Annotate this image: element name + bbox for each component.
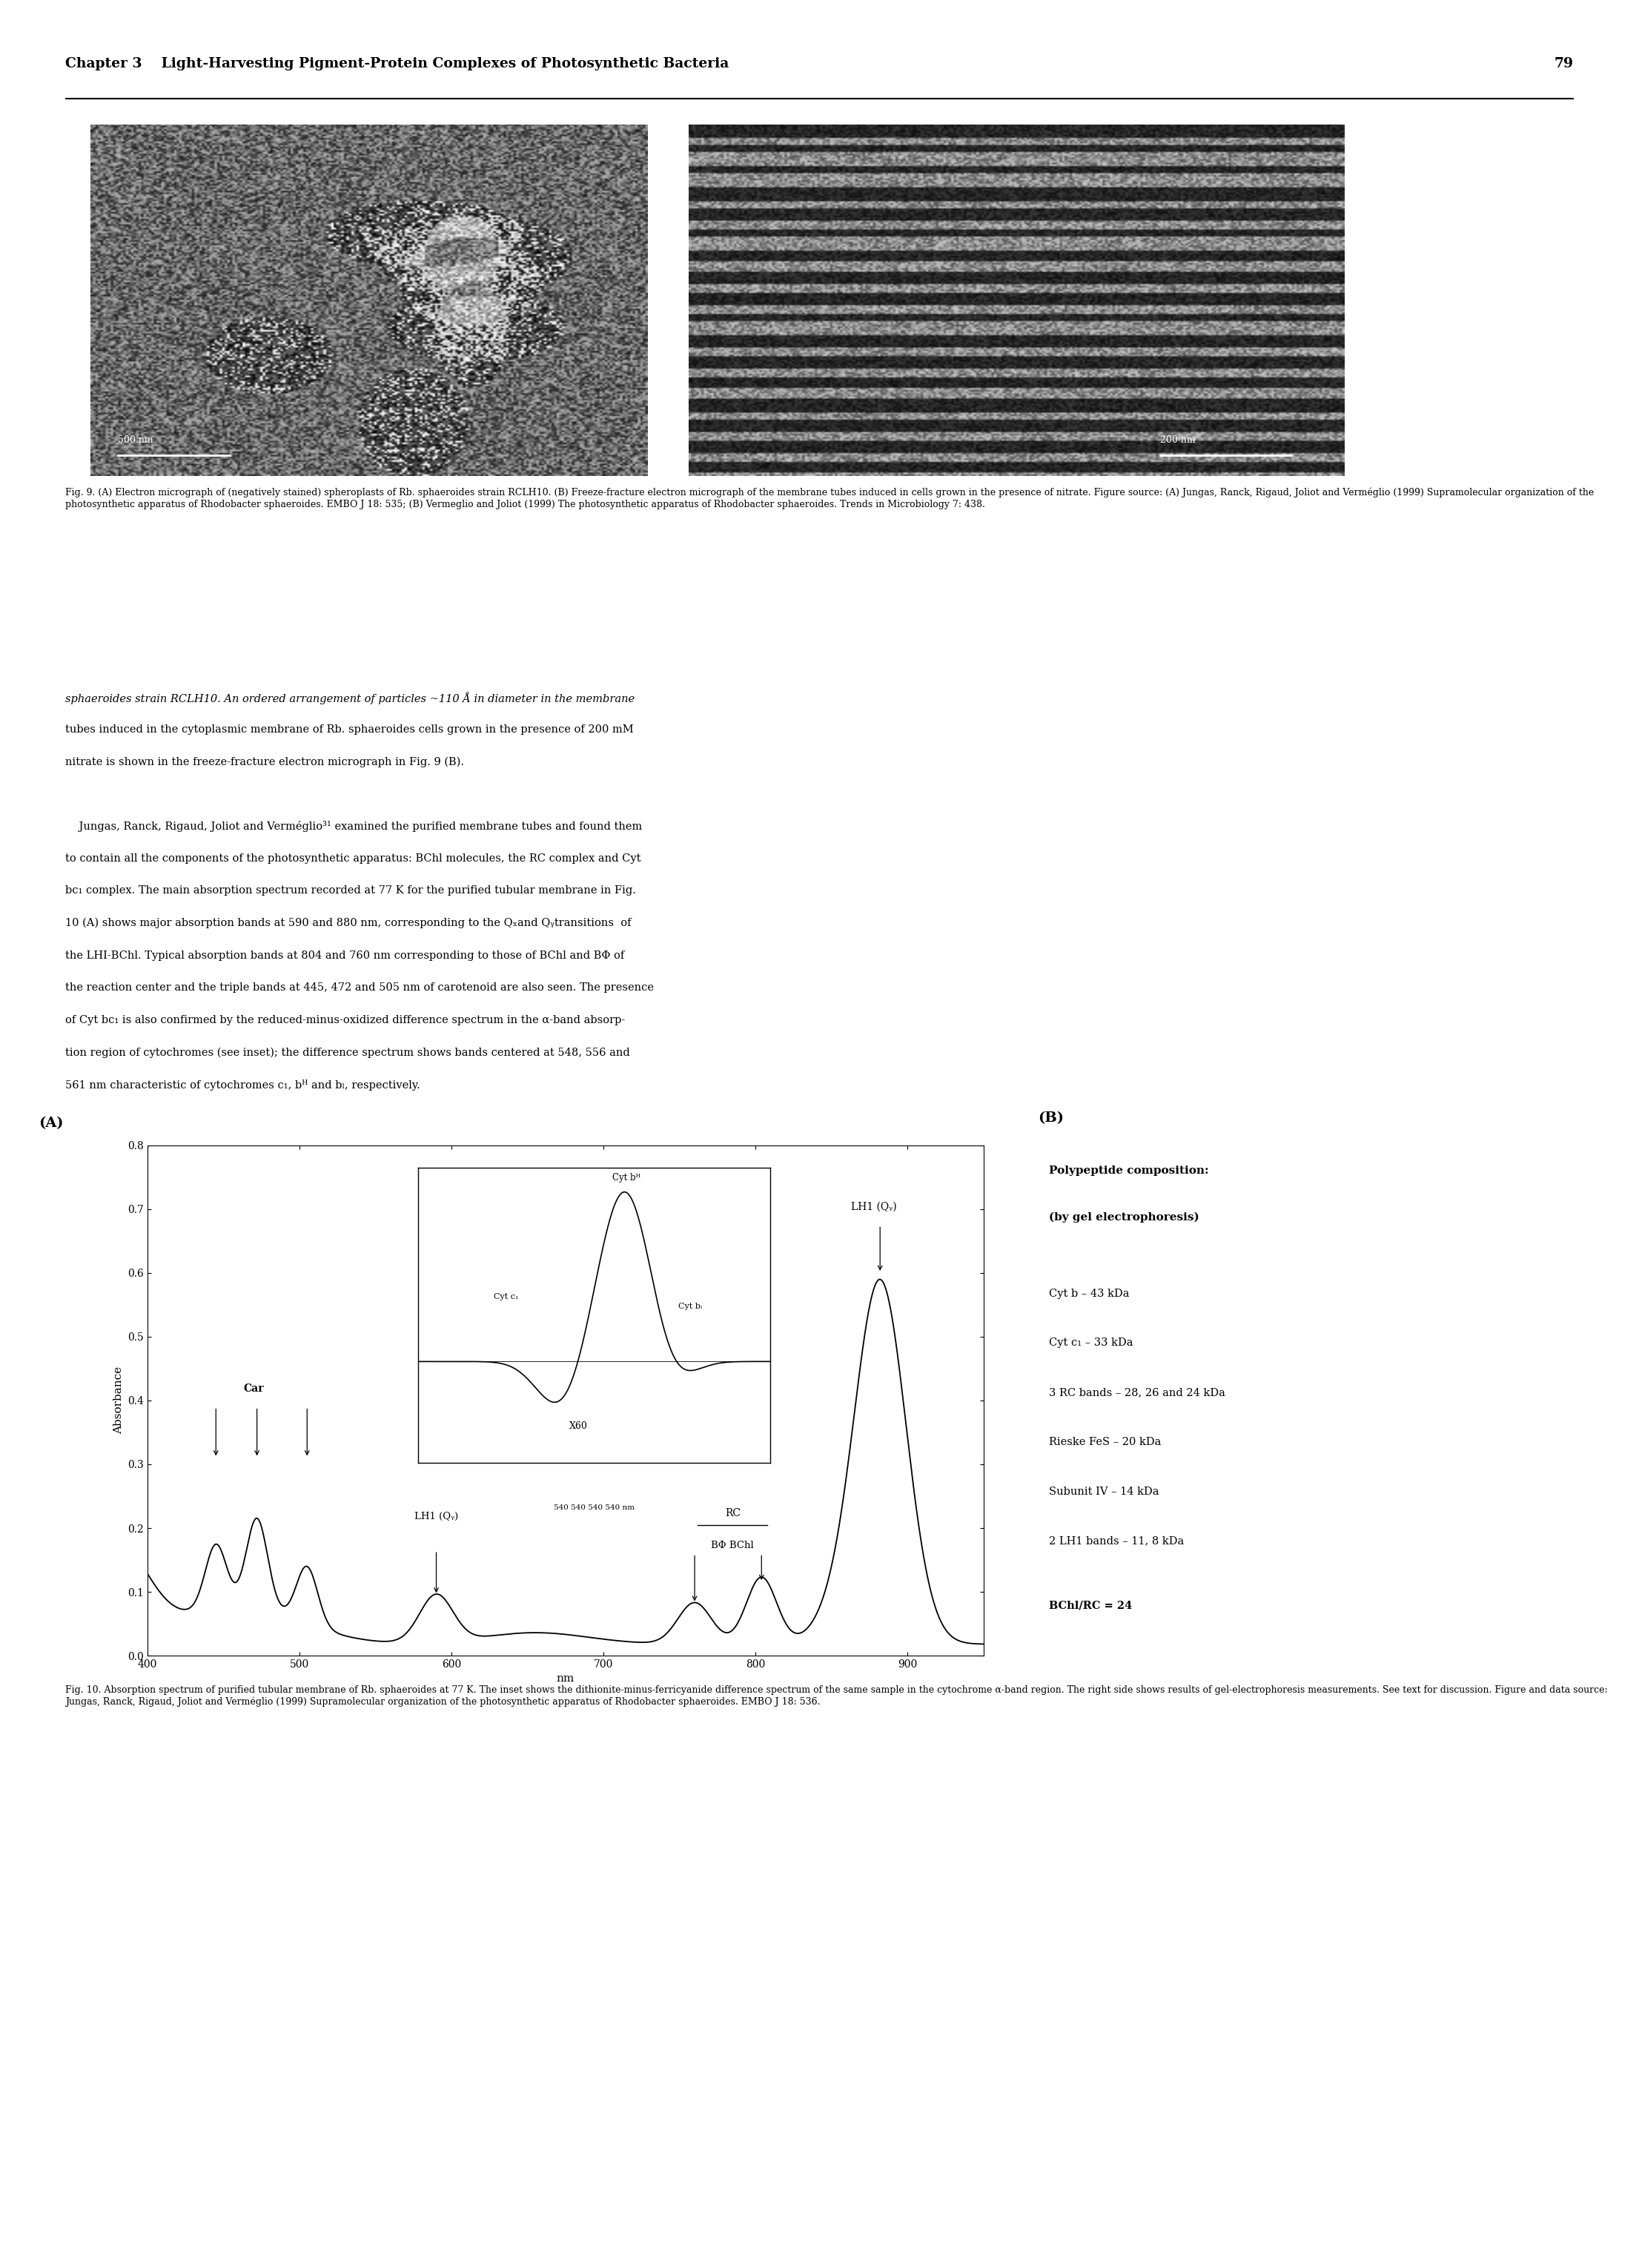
Text: LH1 (Qᵧ): LH1 (Qᵧ) bbox=[851, 1202, 897, 1213]
Y-axis label: Absorbance: Absorbance bbox=[113, 1368, 123, 1433]
Text: tion region of cytochromes (see inset); the difference spectrum shows bands cent: tion region of cytochromes (see inset); … bbox=[66, 1048, 631, 1057]
Text: BChl/RC = 24: BChl/RC = 24 bbox=[1049, 1601, 1133, 1610]
Text: Jungas, Ranck, Rigaud, Joliot and Verméglio³¹ examined the purified membrane tub: Jungas, Ranck, Rigaud, Joliot and Vermég… bbox=[66, 821, 642, 832]
Text: Subunit IV – 14 kDa: Subunit IV – 14 kDa bbox=[1049, 1486, 1159, 1497]
X-axis label: nm: nm bbox=[557, 1674, 574, 1685]
Text: the reaction center and the triple bands at 445, 472 and 505 nm of carotenoid ar: the reaction center and the triple bands… bbox=[66, 982, 654, 993]
Text: Rieske FeS – 20 kDa: Rieske FeS – 20 kDa bbox=[1049, 1436, 1160, 1447]
Text: 200 nm: 200 nm bbox=[1160, 435, 1196, 445]
Text: (B): (B) bbox=[1037, 1111, 1064, 1125]
Text: X60: X60 bbox=[569, 1422, 587, 1431]
Text: Chapter 3    Light-Harvesting Pigment-Protein Complexes of Photosynthetic Bacter: Chapter 3 Light-Harvesting Pigment-Prote… bbox=[66, 57, 729, 70]
Text: Car: Car bbox=[244, 1383, 264, 1395]
Text: tubes induced in the cytoplasmic membrane of Rb. sphaeroides cells grown in the : tubes induced in the cytoplasmic membran… bbox=[66, 723, 634, 735]
Text: Fig. 10. Absorption spectrum of purified tubular membrane of Rb. sphaeroides at : Fig. 10. Absorption spectrum of purified… bbox=[66, 1685, 1608, 1708]
Text: (by gel electrophoresis): (by gel electrophoresis) bbox=[1049, 1211, 1200, 1222]
Text: BΦ BChl: BΦ BChl bbox=[711, 1540, 754, 1551]
Text: Cyt b – 43 kDa: Cyt b – 43 kDa bbox=[1049, 1288, 1129, 1300]
Text: 79: 79 bbox=[1554, 57, 1573, 70]
Text: the LHI-BChl. Typical absorption bands at 804 and 760 nm corresponding to those : the LHI-BChl. Typical absorption bands a… bbox=[66, 950, 624, 962]
Text: Fig. 9. (A) Electron micrograph of (negatively stained) spheroplasts of Rb. spha: Fig. 9. (A) Electron micrograph of (nega… bbox=[66, 488, 1595, 510]
Text: 540 540 540 540 nm: 540 540 540 540 nm bbox=[554, 1504, 634, 1510]
Text: 561 nm characteristic of cytochromes c₁, bᴴ and bₗ, respectively.: 561 nm characteristic of cytochromes c₁,… bbox=[66, 1080, 421, 1091]
Text: 3 RC bands – 28, 26 and 24 kDa: 3 RC bands – 28, 26 and 24 kDa bbox=[1049, 1388, 1226, 1397]
Text: Cyt c₁: Cyt c₁ bbox=[493, 1293, 518, 1302]
Text: 500 nm: 500 nm bbox=[118, 435, 154, 445]
Text: Cyt bₗ: Cyt bₗ bbox=[679, 1302, 701, 1311]
Text: of Cyt bc₁ is also confirmed by the reduced-minus-oxidized difference spectrum i: of Cyt bc₁ is also confirmed by the redu… bbox=[66, 1014, 626, 1025]
Text: to contain all the components of the photosynthetic apparatus: BChl molecules, t: to contain all the components of the pho… bbox=[66, 853, 641, 864]
Text: Polypeptide composition:: Polypeptide composition: bbox=[1049, 1166, 1210, 1177]
Text: bc₁ complex. The main absorption spectrum recorded at 77 K for the purified tubu: bc₁ complex. The main absorption spectru… bbox=[66, 885, 636, 896]
Text: sphaeroides strain RCLH10. An ordered arrangement of particles ~110 Å in diamete: sphaeroides strain RCLH10. An ordered ar… bbox=[66, 692, 634, 705]
Text: nitrate is shown in the freeze-fracture electron micrograph in Fig. 9 (B).: nitrate is shown in the freeze-fracture … bbox=[66, 755, 464, 767]
Text: RC: RC bbox=[724, 1508, 741, 1520]
Text: Cyt bᴴ: Cyt bᴴ bbox=[611, 1173, 641, 1184]
Text: 2 LH1 bands – 11, 8 kDa: 2 LH1 bands – 11, 8 kDa bbox=[1049, 1535, 1183, 1547]
Text: LH1 (Qᵧ): LH1 (Qᵧ) bbox=[415, 1513, 459, 1522]
Text: 10 (A) shows major absorption bands at 590 and 880 nm, corresponding to the Qₓan: 10 (A) shows major absorption bands at 5… bbox=[66, 919, 631, 928]
Text: (A): (A) bbox=[39, 1116, 64, 1129]
Text: Cyt c₁ – 33 kDa: Cyt c₁ – 33 kDa bbox=[1049, 1338, 1133, 1347]
